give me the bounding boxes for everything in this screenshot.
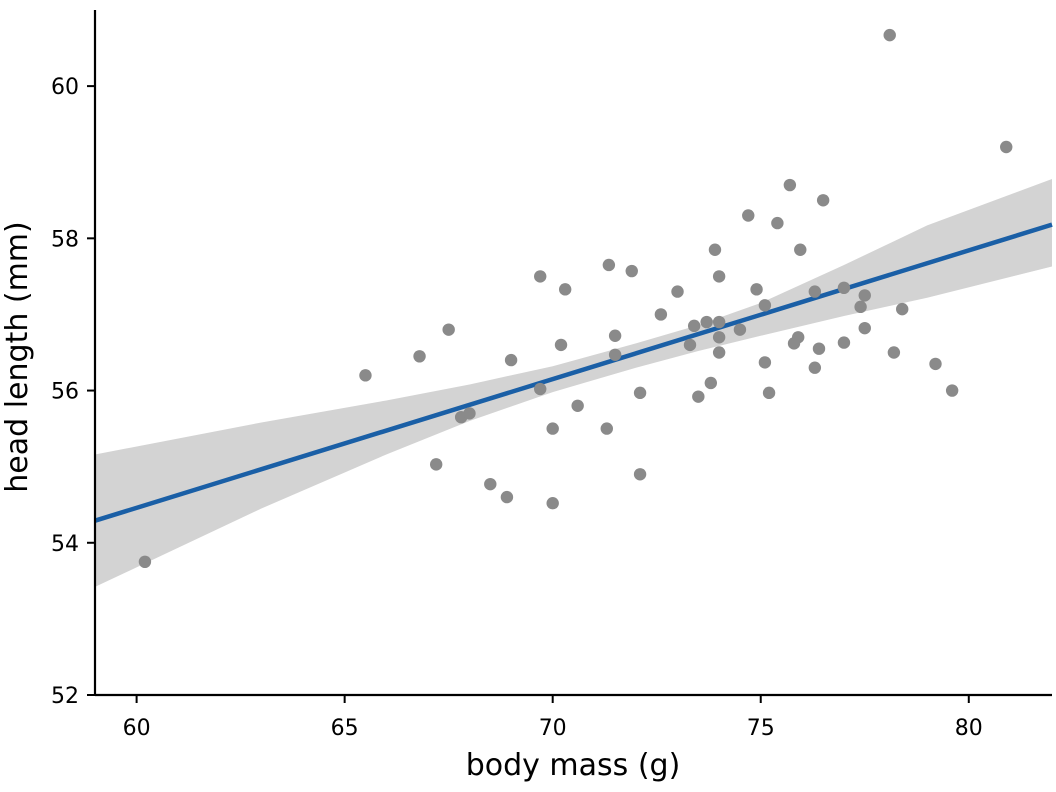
- data-point: [812, 342, 826, 355]
- scatter-points-layer: [138, 28, 1013, 569]
- data-point: [742, 209, 755, 222]
- data-point: [837, 281, 851, 295]
- data-point: [808, 285, 822, 298]
- data-point: [359, 369, 372, 382]
- data-point: [771, 216, 784, 230]
- x-axis-title: body mass (g): [466, 748, 681, 783]
- data-point: [602, 258, 616, 272]
- data-point: [887, 346, 901, 359]
- data-point: [712, 315, 726, 329]
- y-tick-label: 54: [51, 532, 79, 557]
- data-point: [554, 338, 568, 352]
- data-point: [758, 299, 772, 312]
- data-point: [762, 386, 776, 400]
- data-point: [708, 243, 722, 256]
- data-point: [504, 353, 518, 367]
- data-point: [700, 315, 713, 329]
- data-point: [808, 361, 822, 374]
- x-tick-label: 75: [747, 716, 775, 741]
- x-tick-label: 80: [955, 716, 983, 741]
- y-axis-title: head length (mm): [0, 221, 35, 492]
- data-point: [854, 300, 867, 314]
- data-point: [558, 283, 572, 296]
- axes-layer: [93, 10, 1052, 697]
- data-point: [750, 283, 763, 296]
- ticks-layer: 60 65 70 75 80 52 54 56 58 60: [51, 75, 983, 741]
- fit-line-layer: [94, 222, 1053, 523]
- data-point: [600, 422, 613, 435]
- data-point: [633, 468, 647, 481]
- data-point: [442, 323, 455, 336]
- data-point: [896, 302, 909, 316]
- data-point: [138, 555, 152, 569]
- data-point: [858, 289, 871, 302]
- data-point: [608, 329, 622, 342]
- data-point: [704, 376, 718, 390]
- data-point: [654, 308, 668, 321]
- data-point: [837, 336, 851, 349]
- confidence-band: [95, 179, 1052, 587]
- x-tick-label: 60: [123, 716, 151, 741]
- x-tick-label: 65: [331, 716, 359, 741]
- data-point: [692, 390, 705, 403]
- data-point: [758, 356, 772, 369]
- data-point: [712, 270, 726, 283]
- confidence-band-layer: [95, 179, 1052, 587]
- regression-line: [94, 222, 1053, 523]
- data-point: [534, 382, 547, 396]
- y-tick-label: 52: [51, 684, 79, 709]
- data-point: [945, 384, 959, 397]
- data-point: [500, 490, 514, 504]
- data-point: [687, 319, 701, 333]
- data-point: [712, 331, 726, 344]
- data-point: [733, 323, 747, 336]
- y-tick-label: 58: [51, 227, 79, 252]
- x-tick-label: 70: [539, 716, 567, 741]
- data-point: [929, 357, 942, 371]
- data-point: [571, 399, 584, 412]
- data-point: [534, 270, 547, 283]
- data-point: [546, 497, 559, 510]
- data-point: [413, 350, 426, 363]
- data-point: [463, 407, 476, 420]
- data-point: [608, 348, 622, 361]
- data-point: [625, 264, 638, 278]
- data-point: [484, 477, 497, 491]
- data-point: [858, 321, 871, 335]
- data-point: [794, 243, 807, 256]
- data-point: [816, 194, 830, 207]
- data-point: [783, 178, 797, 192]
- data-point: [683, 338, 697, 352]
- data-point: [1000, 140, 1013, 154]
- data-point: [429, 458, 443, 471]
- data-point: [712, 346, 726, 359]
- y-tick-label: 60: [51, 75, 79, 100]
- data-point: [883, 28, 896, 42]
- data-point: [671, 285, 684, 298]
- data-point: [546, 422, 559, 435]
- data-point: [791, 331, 805, 344]
- y-tick-label: 56: [51, 380, 79, 405]
- data-point: [633, 386, 647, 400]
